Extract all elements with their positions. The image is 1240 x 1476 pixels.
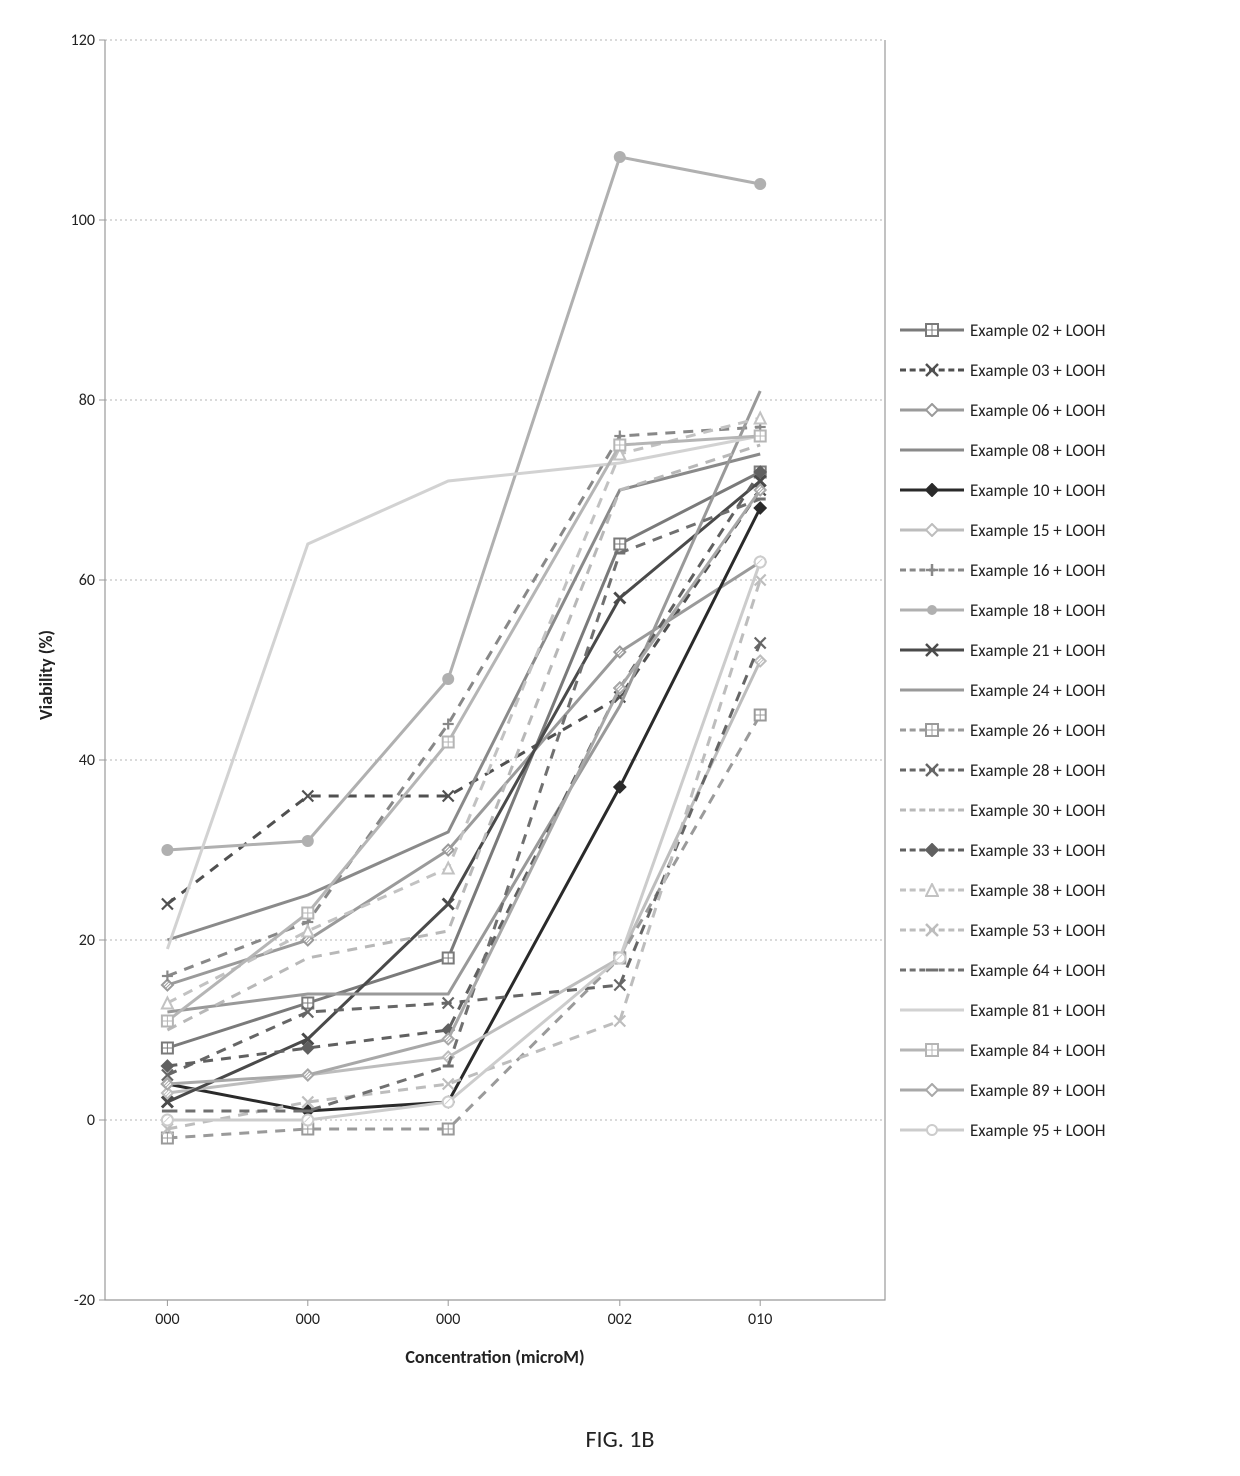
legend-item: Example 84 + LOOH: [900, 1030, 1105, 1070]
legend-item: Example 28 + LOOH: [900, 750, 1105, 790]
legend-swatch: [900, 399, 964, 421]
legend-swatch: [900, 799, 964, 821]
legend-item: Example 26 + LOOH: [900, 710, 1105, 750]
legend-swatch: [900, 719, 964, 741]
svg-text:20: 20: [79, 931, 95, 950]
legend-item: Example 95 + LOOH: [900, 1110, 1105, 1150]
legend-swatch: [900, 679, 964, 701]
legend-item: Example 89 + LOOH: [900, 1070, 1105, 1110]
legend-swatch: [900, 1079, 964, 1101]
legend-label: Example 24 + LOOH: [970, 680, 1105, 701]
figure-caption: FIG. 1B: [0, 1425, 1240, 1454]
legend-label: Example 30 + LOOH: [970, 800, 1105, 821]
svg-text:000: 000: [296, 1310, 320, 1329]
legend-swatch: [900, 439, 964, 461]
legend-item: Example 53 + LOOH: [900, 910, 1105, 950]
svg-text:80: 80: [79, 391, 95, 410]
legend-swatch: [900, 839, 964, 861]
legend-swatch: [900, 1039, 964, 1061]
legend-item: Example 03 + LOOH: [900, 350, 1105, 390]
legend-item: Example 02 + LOOH: [900, 310, 1105, 350]
legend-label: Example 53 + LOOH: [970, 920, 1105, 941]
legend-label: Example 38 + LOOH: [970, 880, 1105, 901]
legend-label: Example 64 + LOOH: [970, 960, 1105, 981]
legend-label: Example 21 + LOOH: [970, 640, 1105, 661]
svg-text:100: 100: [71, 211, 95, 230]
svg-text:0: 0: [87, 1111, 95, 1130]
legend-label: Example 08 + LOOH: [970, 440, 1105, 461]
x-axis-label: Concentration (microM): [105, 1346, 885, 1368]
legend-label: Example 84 + LOOH: [970, 1040, 1105, 1061]
svg-text:-20: -20: [74, 1291, 95, 1310]
legend: Example 02 + LOOH Example 03 + LOOH Exampl…: [900, 310, 1105, 1150]
legend-label: Example 89 + LOOH: [970, 1080, 1105, 1101]
legend-swatch: [900, 639, 964, 661]
svg-text:60: 60: [79, 571, 95, 590]
legend-swatch: [900, 919, 964, 941]
legend-swatch: [900, 319, 964, 341]
legend-swatch: [900, 759, 964, 781]
y-axis-label: Viability (%): [35, 630, 57, 720]
legend-label: Example 28 + LOOH: [970, 760, 1105, 781]
legend-label: Example 02 + LOOH: [970, 320, 1105, 341]
legend-swatch: [900, 1119, 964, 1141]
chart-plot-area: -20 0 20 40 60 80 100 120 000 000 000 002 010: [35, 30, 905, 1355]
legend-item: Example 21 + LOOH: [900, 630, 1105, 670]
legend-item: Example 64 + LOOH: [900, 950, 1105, 990]
legend-swatch: [900, 879, 964, 901]
legend-label: Example 95 + LOOH: [970, 1120, 1105, 1141]
svg-text:000: 000: [436, 1310, 460, 1329]
legend-swatch: [900, 479, 964, 501]
legend-swatch: [900, 999, 964, 1021]
legend-swatch: [900, 559, 964, 581]
legend-label: Example 03 + LOOH: [970, 360, 1105, 381]
legend-item: Example 16 + LOOH: [900, 550, 1105, 590]
legend-label: Example 16 + LOOH: [970, 560, 1105, 581]
figure-wrap: -20 0 20 40 60 80 100 120 000 000 000 002 010 Viabil…: [0, 0, 1240, 1476]
legend-label: Example 18 + LOOH: [970, 600, 1105, 621]
svg-text:000: 000: [155, 1310, 179, 1329]
legend-item: Example 18 + LOOH: [900, 590, 1105, 630]
legend-label: Example 10 + LOOH: [970, 480, 1105, 501]
legend-item: Example 15 + LOOH: [900, 510, 1105, 550]
legend-swatch: [900, 599, 964, 621]
legend-label: Example 26 + LOOH: [970, 720, 1105, 741]
legend-item: Example 10 + LOOH: [900, 470, 1105, 510]
legend-swatch: [900, 359, 964, 381]
svg-text:120: 120: [71, 31, 95, 50]
legend-item: Example 38 + LOOH: [900, 870, 1105, 910]
legend-swatch: [900, 519, 964, 541]
legend-item: Example 24 + LOOH: [900, 670, 1105, 710]
legend-swatch: [900, 959, 964, 981]
chart-svg: -20 0 20 40 60 80 100 120 000 000 000 002 010: [35, 30, 905, 1350]
legend-item: Example 81 + LOOH: [900, 990, 1105, 1030]
svg-text:010: 010: [748, 1310, 772, 1329]
svg-text:40: 40: [79, 751, 95, 770]
legend-label: Example 81 + LOOH: [970, 1000, 1105, 1021]
legend-label: Example 06 + LOOH: [970, 400, 1105, 421]
legend-item: Example 33 + LOOH: [900, 830, 1105, 870]
legend-item: Example 30 + LOOH: [900, 790, 1105, 830]
legend-item: Example 08 + LOOH: [900, 430, 1105, 470]
svg-text:002: 002: [608, 1310, 632, 1329]
legend-item: Example 06 + LOOH: [900, 390, 1105, 430]
legend-label: Example 33 + LOOH: [970, 840, 1105, 861]
legend-label: Example 15 + LOOH: [970, 520, 1105, 541]
